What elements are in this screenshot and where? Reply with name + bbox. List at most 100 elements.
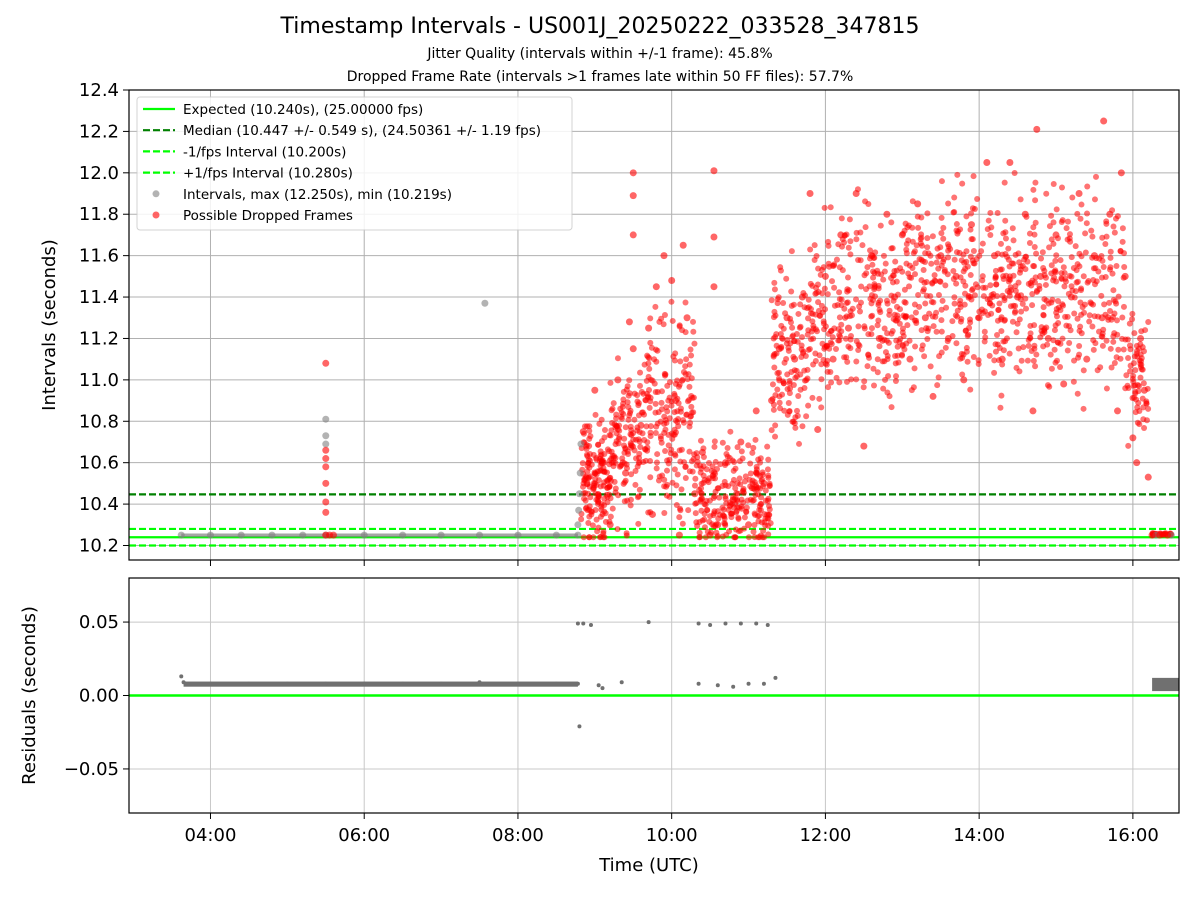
dropped-frame-point xyxy=(818,376,825,383)
dropped-frame-point xyxy=(1131,330,1138,337)
dropped-frame-point xyxy=(964,358,971,365)
dropped-frame-point xyxy=(1054,357,1061,364)
dropped-frame-point xyxy=(1107,248,1114,255)
dropped-frame-point xyxy=(870,274,877,281)
dropped-frame-point xyxy=(792,414,799,421)
dropped-frame-point xyxy=(739,455,746,462)
dropped-frame-point xyxy=(927,363,934,370)
dropped-frame-point xyxy=(675,531,683,539)
dropped-frame-point xyxy=(1031,263,1038,270)
dropped-frame-point xyxy=(711,443,718,450)
dropped-frame-point xyxy=(688,413,695,420)
dropped-frame-point xyxy=(1067,293,1075,301)
dropped-frame-point xyxy=(679,241,687,249)
dropped-frame-point xyxy=(1048,365,1055,372)
residual-point xyxy=(619,680,624,685)
dropped-frame-point xyxy=(875,334,883,342)
dropped-frame-point xyxy=(933,259,940,266)
dropped-frame-point xyxy=(920,266,927,273)
dropped-frame-point xyxy=(1140,386,1148,394)
dropped-frame-point xyxy=(929,233,936,240)
dropped-frame-point xyxy=(1027,279,1034,286)
dropped-frame-point xyxy=(697,489,704,496)
dropped-frame-point xyxy=(987,282,994,289)
dropped-frame-point xyxy=(902,220,909,227)
dropped-frame-point xyxy=(322,463,330,471)
dropped-frame-point xyxy=(820,318,827,325)
dropped-frame-point xyxy=(984,226,991,233)
dropped-frame-point xyxy=(677,358,684,365)
dropped-frame-point xyxy=(1052,231,1060,239)
legend-label: Median (10.447 +/- 0.549 s), (24.50361 +… xyxy=(183,123,541,139)
dropped-frame-point xyxy=(815,307,822,314)
dropped-frame-point xyxy=(766,483,773,490)
dropped-frame-point xyxy=(686,423,693,430)
dropped-frame-point xyxy=(1127,368,1134,375)
dropped-frame-point xyxy=(886,393,893,400)
dropped-frame-point xyxy=(606,521,614,529)
dropped-frame-point xyxy=(1074,210,1081,217)
dropped-frame-point xyxy=(707,513,714,520)
dropped-frame-point xyxy=(994,317,1001,324)
dropped-frame-point xyxy=(692,475,699,482)
dropped-frame-point xyxy=(858,283,865,290)
dropped-frame-point xyxy=(1120,303,1127,310)
residual-point xyxy=(1165,683,1170,688)
dropped-frame-point xyxy=(1021,256,1028,263)
dropped-frame-point xyxy=(844,286,851,293)
dropped-frame-point xyxy=(646,354,653,361)
dropped-frame-point xyxy=(816,352,823,359)
dropped-frame-point xyxy=(1052,257,1059,264)
dropped-frame-point xyxy=(827,328,834,335)
dropped-frame-point xyxy=(810,335,817,342)
dropped-frame-point xyxy=(653,465,660,472)
dropped-frame-point xyxy=(601,426,608,433)
dropped-frame-point xyxy=(1015,250,1022,257)
dropped-frame-point xyxy=(790,382,797,389)
dropped-frame-point xyxy=(1057,364,1064,371)
dropped-frame-point xyxy=(737,481,744,488)
dropped-frame-point xyxy=(586,534,593,541)
dropped-frame-point xyxy=(971,260,978,267)
dropped-frame-point xyxy=(730,476,737,483)
dropped-frame-point xyxy=(757,507,764,514)
dropped-frame-point xyxy=(1010,272,1017,279)
dropped-frame-point xyxy=(668,298,675,305)
dropped-frame-point xyxy=(653,423,660,430)
dropped-frame-point xyxy=(938,178,945,185)
dropped-frame-point xyxy=(1013,329,1020,336)
dropped-frame-point xyxy=(611,453,618,460)
dropped-frame-point xyxy=(1142,327,1149,334)
dropped-frame-point xyxy=(612,441,619,448)
dropped-frame-point xyxy=(867,247,874,254)
dropped-frame-point xyxy=(1098,314,1106,322)
dropped-frame-point xyxy=(662,426,669,433)
dropped-frame-point xyxy=(829,355,837,363)
dropped-frame-point xyxy=(686,448,693,455)
dropped-frame-point xyxy=(595,441,602,448)
dropped-frame-point xyxy=(838,302,845,309)
dropped-frame-point xyxy=(635,436,642,443)
dropped-frame-point xyxy=(1099,234,1106,241)
dropped-frame-point xyxy=(691,482,698,489)
dropped-frame-point xyxy=(664,408,671,415)
dropped-frame-point xyxy=(831,284,838,291)
dropped-frame-point xyxy=(1016,368,1023,375)
dropped-frame-point xyxy=(1129,434,1137,442)
dropped-frame-point xyxy=(798,293,806,301)
dropped-frame-point xyxy=(843,354,850,361)
dropped-frame-point xyxy=(647,429,654,436)
dropped-frame-point xyxy=(711,469,718,476)
dropped-frame-point xyxy=(911,365,918,372)
dropped-frame-point xyxy=(1086,318,1093,325)
dropped-frame-point xyxy=(725,506,732,513)
dropped-frame-point xyxy=(636,486,643,493)
dropped-frame-point xyxy=(829,278,836,285)
dropped-frame-point xyxy=(799,423,806,430)
dropped-frame-point xyxy=(706,531,714,539)
dropped-frame-point xyxy=(1113,317,1120,324)
dropped-frame-point xyxy=(807,246,814,253)
dropped-frame-point xyxy=(900,333,907,340)
dropped-frame-point xyxy=(729,496,737,504)
